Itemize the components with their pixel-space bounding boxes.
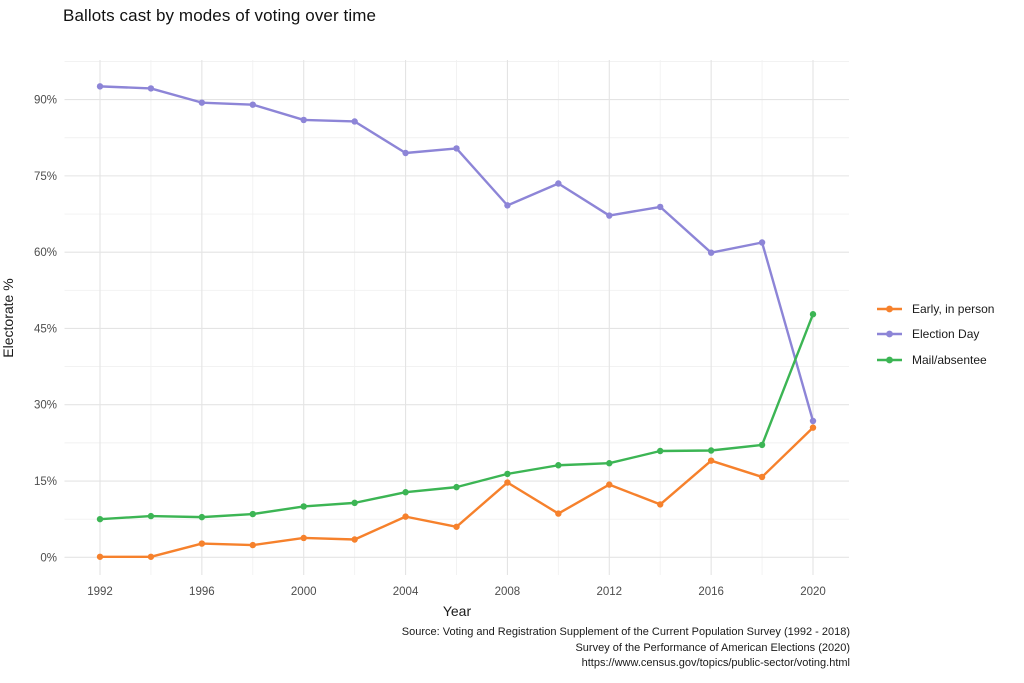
- data-point: [504, 202, 511, 209]
- data-point: [809, 424, 817, 431]
- data-point: [606, 481, 613, 488]
- data-point: [657, 447, 664, 455]
- data-point: [758, 441, 766, 449]
- x-axis-title: Year: [442, 603, 472, 619]
- caption-line: Survey of the Performance of American El…: [575, 641, 850, 654]
- data-point: [249, 101, 256, 108]
- data-point: [555, 180, 562, 187]
- legend-item-mail-absentee: Mail/absentee: [876, 347, 994, 373]
- data-point: [249, 541, 256, 549]
- data-point: [351, 499, 358, 507]
- data-point: [96, 515, 104, 523]
- x-tick-label: 2004: [393, 586, 419, 598]
- data-point: [453, 523, 460, 530]
- caption-line: Source: Voting and Registration Suppleme…: [401, 626, 850, 638]
- y-tick-label: 45%: [34, 323, 57, 335]
- x-tick-label: 1992: [87, 586, 113, 598]
- data-point: [504, 479, 511, 486]
- y-tick-label: 75%: [34, 171, 57, 183]
- data-point: [657, 501, 664, 508]
- x-tick-label: 2016: [698, 586, 724, 598]
- data-point: [555, 510, 562, 517]
- data-point: [300, 503, 307, 510]
- data-point: [300, 116, 307, 124]
- legend-key-line-icon: [877, 305, 902, 313]
- data-point: [707, 249, 715, 256]
- data-point: [707, 447, 715, 454]
- data-point: [96, 83, 104, 90]
- data-point: [555, 462, 562, 469]
- x-tick-label: 2008: [495, 586, 521, 598]
- y-tick-label: 30%: [34, 400, 57, 412]
- x-tick-label: 2012: [596, 586, 622, 598]
- data-point: [402, 489, 409, 496]
- y-tick-label: 0%: [40, 552, 57, 564]
- legend-label: Mail/absentee: [912, 352, 987, 367]
- legend-key-line-icon: [877, 330, 902, 338]
- legend-label: Early, in person: [912, 301, 995, 316]
- data-point: [453, 483, 460, 491]
- data-point: [758, 239, 766, 246]
- data-point: [809, 417, 817, 425]
- data-point: [351, 536, 358, 543]
- data-point: [402, 513, 409, 520]
- data-point: [606, 460, 613, 467]
- data-point: [147, 512, 155, 520]
- data-point: [707, 457, 715, 464]
- legend-label: Election Day: [912, 327, 980, 342]
- legend-item-early-in-person: Early, in person: [876, 296, 994, 322]
- data-point: [606, 212, 613, 219]
- caption-line: https://www.census.gov/topics/public-sec…: [581, 657, 850, 669]
- data-point: [198, 99, 206, 106]
- data-point: [198, 540, 206, 547]
- legend-item-election-day: Election Day: [876, 322, 994, 348]
- data-point: [504, 470, 511, 478]
- data-point: [758, 473, 766, 481]
- data-point: [809, 311, 817, 318]
- legend-key-line-icon: [877, 356, 902, 364]
- source-caption: Source: Voting and Registration Suppleme…: [402, 625, 850, 672]
- y-tick-label: 60%: [34, 247, 57, 259]
- chart-title: Ballots cast by modes of voting over tim…: [63, 6, 377, 25]
- y-axis-title: Electorate %: [0, 278, 16, 358]
- data-point: [198, 513, 206, 521]
- x-tick-label: 2000: [291, 586, 317, 598]
- x-tick-label: 1996: [189, 586, 215, 598]
- data-point: [300, 534, 307, 542]
- x-tick-label: 2020: [800, 586, 826, 598]
- data-point: [402, 149, 409, 157]
- data-point: [453, 145, 460, 152]
- legend: Early, in person Election Day Mail/absen…: [876, 296, 994, 373]
- y-tick-label: 15%: [34, 476, 57, 488]
- data-point: [147, 553, 155, 560]
- y-tick-label: 90%: [34, 95, 57, 107]
- data-point: [657, 203, 664, 211]
- data-point: [249, 510, 256, 518]
- data-point: [147, 85, 155, 92]
- data-point: [96, 553, 104, 560]
- data-point: [351, 118, 358, 125]
